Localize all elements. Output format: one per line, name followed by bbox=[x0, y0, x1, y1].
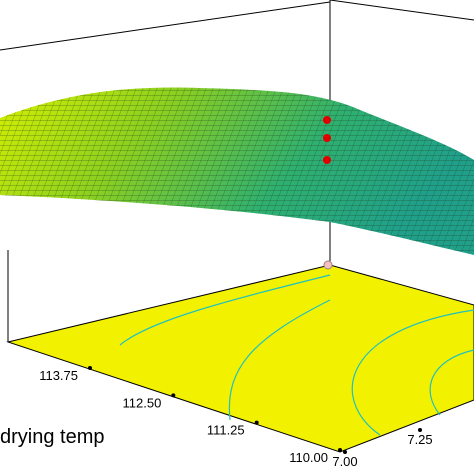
x-tick bbox=[254, 420, 259, 425]
design-point bbox=[323, 134, 331, 142]
contour bbox=[429, 349, 474, 416]
box-edge bbox=[329, 0, 474, 21]
y-tick-label: 7.25 bbox=[407, 432, 432, 447]
y-tick-label: 7.00 bbox=[332, 454, 357, 469]
y-tick bbox=[343, 450, 347, 454]
x-tick-label: 110.00 bbox=[289, 450, 328, 465]
design-point bbox=[323, 116, 331, 124]
x-tick-label: 111.25 bbox=[207, 423, 245, 438]
contour bbox=[119, 274, 331, 346]
x-tick-label: 113.75 bbox=[39, 368, 78, 383]
x-tick bbox=[338, 448, 342, 452]
surface-mesh bbox=[0, 87, 474, 255]
design-point bbox=[323, 260, 333, 270]
contour bbox=[351, 309, 474, 436]
y-tick bbox=[418, 428, 422, 432]
x-tick bbox=[88, 366, 92, 370]
box-edge bbox=[0, 1, 331, 51]
contour bbox=[228, 299, 331, 421]
design-point bbox=[323, 156, 331, 164]
floor bbox=[6, 264, 474, 453]
x-axis-label: drying temp bbox=[0, 426, 105, 448]
x-tick-label: 112.50 bbox=[123, 395, 162, 410]
x-tick bbox=[171, 393, 176, 398]
